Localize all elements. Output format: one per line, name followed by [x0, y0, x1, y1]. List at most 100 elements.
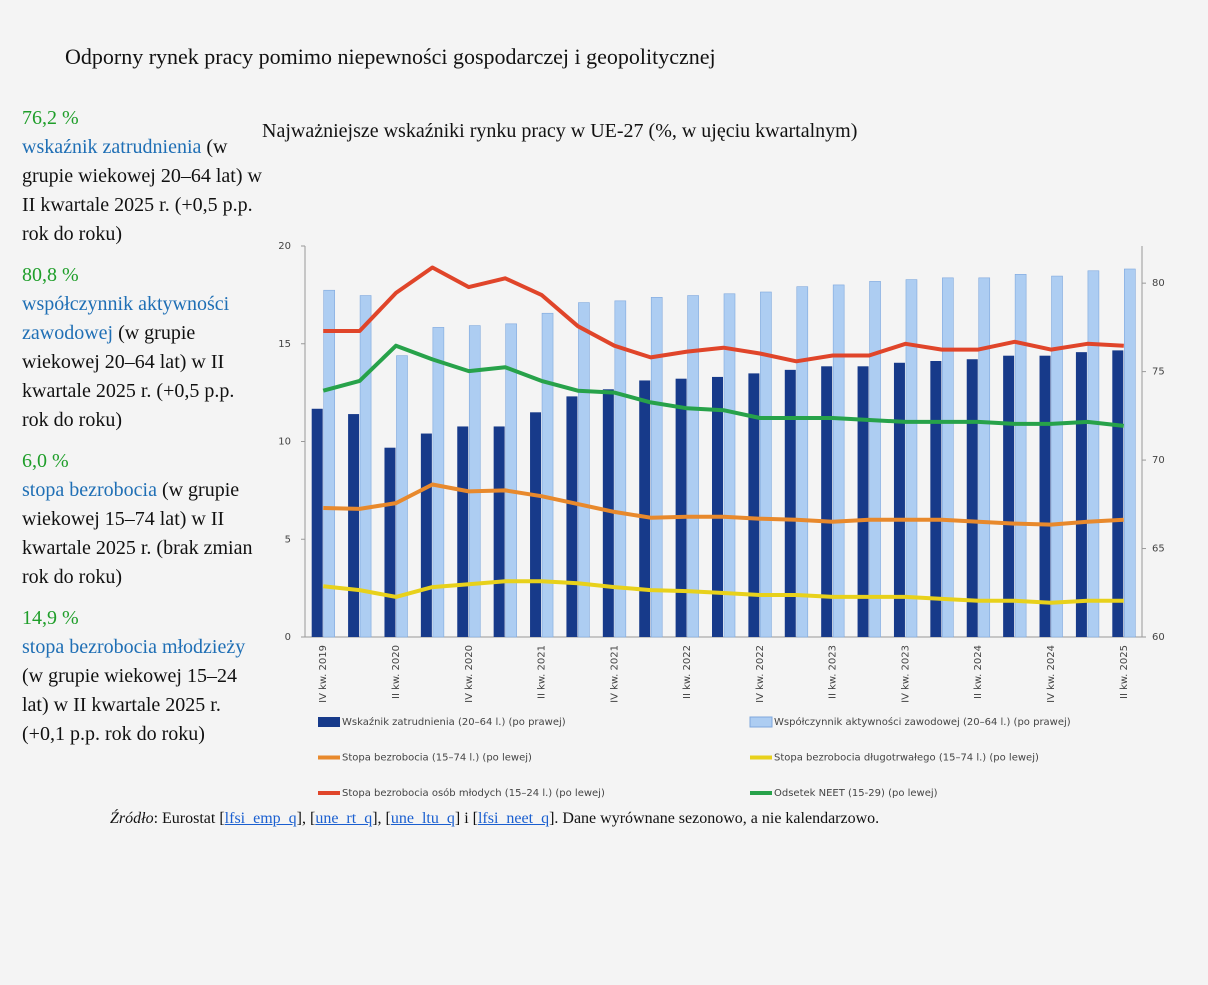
bar	[311, 408, 323, 637]
x-tick-label: IV kw. 2024	[1046, 645, 1057, 703]
bar	[832, 284, 845, 638]
bar	[712, 376, 723, 637]
bar	[978, 277, 991, 638]
line-series	[322, 579, 1124, 605]
bar	[1112, 350, 1124, 637]
stat: 6,0 % stopa bezrobocia (w grupie wiekowej…	[22, 447, 264, 592]
y2-tick-label: 70	[1152, 455, 1165, 466]
source-link[interactable]: lfsi_neet_q	[477, 810, 550, 827]
x-tick-label: II kw. 2023	[828, 645, 839, 699]
bar	[966, 359, 978, 637]
legend-label: Odsetek NEET (15-29) (po lewej)	[774, 788, 938, 799]
legend-label: Współczynnik aktywności zawodowej (20–64…	[774, 716, 1071, 728]
x-tick-label: IV kw. 2023	[900, 645, 911, 703]
bar	[384, 447, 396, 637]
source-text: : Eurostat [	[153, 810, 225, 827]
y2-tick-label: 60	[1152, 632, 1165, 643]
source-text: ], [	[296, 810, 316, 827]
bar	[748, 373, 760, 637]
x-tick-label: IV kw. 2022	[755, 645, 766, 703]
x-tick-label: II kw. 2021	[537, 645, 548, 699]
x-tick-label: II kw. 2022	[682, 645, 693, 699]
bar	[602, 389, 614, 637]
bar	[505, 323, 517, 638]
stat-text: (w grupie wiekowej 20–64 lat) w II kwart…	[22, 322, 235, 431]
bar	[468, 325, 481, 638]
bar	[796, 286, 809, 638]
stats-sidebar: 76,2 % wskaźnik zatrudnienia (w grupie wi…	[22, 104, 264, 761]
y2-tick-label: 65	[1152, 544, 1165, 555]
legend-label: Stopa bezrobocia długotrwałego (15–74 l.…	[774, 753, 1039, 764]
bar	[348, 414, 360, 637]
source-text: ] i [	[454, 810, 478, 827]
y2-tick-label: 75	[1152, 367, 1165, 378]
stat-value: 80,8 %	[22, 264, 79, 286]
x-tick-label: II kw. 2020	[391, 645, 402, 699]
bar	[457, 426, 469, 637]
stat-label: stopa bezrobocia młodzieży	[22, 636, 246, 658]
bar	[784, 369, 796, 637]
chart-title: Najważniejsze wskaźniki rynku pracy w UE…	[262, 120, 858, 142]
bar	[687, 295, 699, 638]
source-text: ]. Dane wyrównane sezonowo, a nie kalend…	[549, 810, 880, 827]
bar	[566, 396, 578, 637]
x-tick-label: II kw. 2024	[973, 645, 984, 699]
y-tick-label: 20	[278, 241, 291, 252]
y-tick-label: 15	[278, 339, 291, 350]
y-tick-label: 5	[285, 534, 291, 545]
bar	[359, 295, 372, 638]
bar	[420, 433, 432, 637]
bar	[905, 279, 918, 638]
stat-text: (w grupie wiekowej 15–74 lat) w II kwart…	[22, 479, 253, 588]
bar	[650, 297, 663, 638]
source-note: Źródło: Eurostat [lfsi_emp_q], [une_rt_q…	[110, 808, 1205, 829]
bar	[1014, 274, 1027, 638]
y-tick-label: 0	[285, 632, 291, 643]
source-link[interactable]: lfsi_emp_q	[224, 810, 297, 827]
legend-label: Stopa bezrobocia osób młodych (15–24 l.)…	[342, 787, 605, 799]
bar	[1051, 275, 1063, 638]
bar	[942, 277, 954, 638]
x-tick-label: II kw. 2025	[1119, 645, 1130, 699]
bar	[1075, 352, 1087, 637]
x-tick-label: IV kw. 2019	[318, 645, 329, 703]
source-label: Źródło	[110, 810, 154, 827]
line-series	[323, 265, 1124, 364]
x-tick-label: IV kw. 2021	[609, 645, 620, 703]
stat-value: 76,2 %	[22, 107, 79, 129]
chart: 0 5 10 15 20 60 65 70 75 80 IV kw. 2019 II kw. 2020…	[278, 241, 1165, 799]
bar	[614, 300, 627, 638]
source-link[interactable]: une_rt_q	[315, 810, 373, 827]
y2-tick-label: 80	[1152, 278, 1165, 289]
bar	[323, 289, 335, 638]
legend-swatch	[749, 716, 773, 728]
bar	[578, 302, 590, 638]
bar	[930, 361, 942, 637]
bar	[432, 327, 445, 638]
stat-value: 14,9 %	[22, 607, 79, 629]
bar	[493, 426, 505, 637]
bar	[1003, 355, 1015, 637]
bar	[857, 366, 869, 637]
bar	[1087, 270, 1100, 638]
bar	[675, 378, 687, 637]
bar	[893, 362, 905, 637]
stat: 80,8 % współczynnik aktywności zawodowej …	[22, 261, 264, 435]
bar	[821, 366, 833, 637]
legend-label: Stopa bezrobocia (15–74 l.) (po lewej)	[342, 753, 532, 764]
source-text: ], [	[372, 810, 391, 827]
bar	[530, 412, 542, 637]
bar	[723, 293, 736, 638]
line-series	[322, 343, 1125, 428]
stat-label: stopa bezrobocia	[22, 479, 157, 501]
x-tick-label: IV kw. 2020	[464, 645, 475, 703]
stat: 76,2 % wskaźnik zatrudnienia (w grupie wi…	[22, 104, 264, 249]
bar	[1039, 355, 1051, 637]
source-link[interactable]: une_ltu_q	[390, 810, 455, 827]
page-title: Odporny rynek pracy pomimo niepewności g…	[65, 44, 716, 69]
line-series	[323, 482, 1124, 527]
legend-label: Wskaźnik zatrudnienia (20–64 l.) (po pra…	[342, 716, 566, 728]
bar	[1124, 268, 1136, 638]
bar	[760, 291, 772, 638]
